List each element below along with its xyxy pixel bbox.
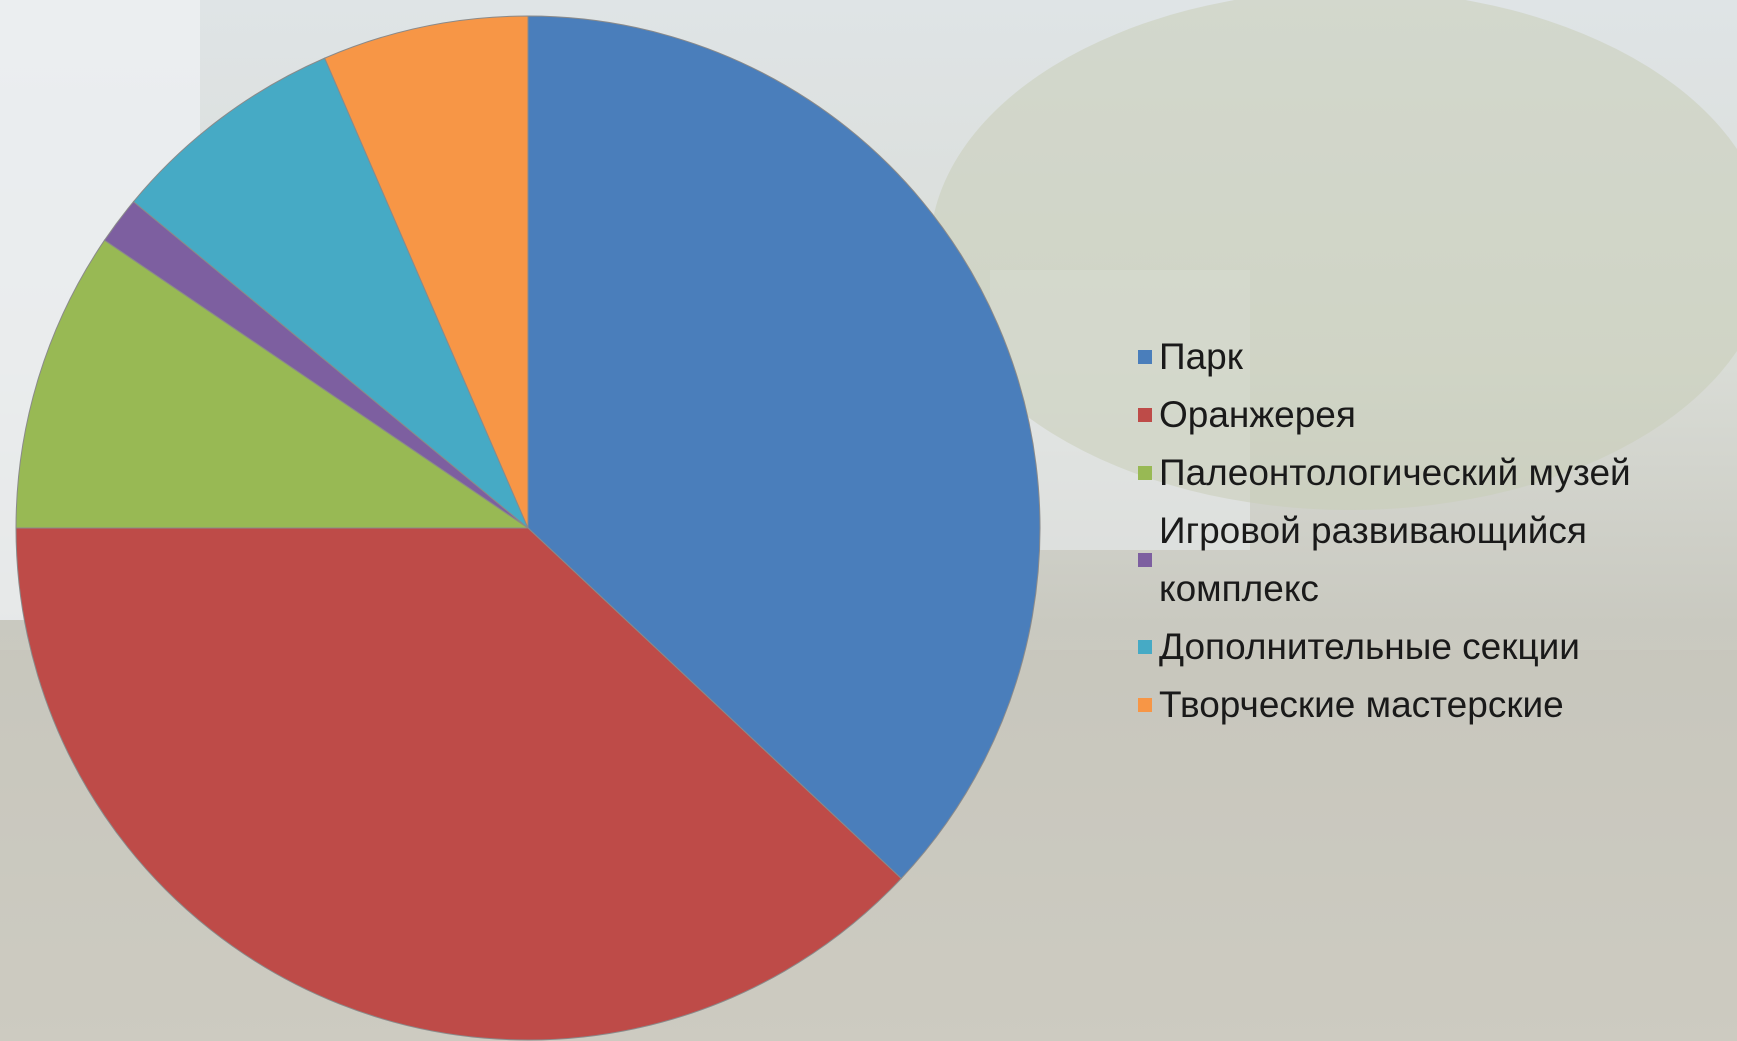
legend-item: Палеонтологический музей <box>1138 444 1733 502</box>
legend-item: Творческие мастерские <box>1138 676 1733 734</box>
legend-label: Палеонтологический музей <box>1159 452 1631 493</box>
pie-slice <box>15 527 902 1041</box>
legend-label: Игровой развивающийся комплекс <box>1159 510 1587 609</box>
legend-label: Парк <box>1159 336 1243 377</box>
pie-slice <box>324 15 529 529</box>
legend-item: Оранжерея <box>1138 386 1733 444</box>
legend-swatch <box>1138 466 1152 480</box>
pie-slice <box>527 15 1041 880</box>
legend-swatch <box>1138 553 1152 567</box>
legend-label: Дополнительные секции <box>1159 626 1580 667</box>
legend-item: Игровой развивающийся комплекс <box>1138 502 1733 618</box>
legend-label: Оранжерея <box>1159 394 1356 435</box>
legend-swatch <box>1138 408 1152 422</box>
legend-item: Дополнительные секции <box>1138 618 1733 676</box>
legend-label: Творческие мастерские <box>1159 684 1564 725</box>
legend-item: Парк <box>1138 328 1733 386</box>
pie-slice <box>132 57 529 529</box>
pie-chart <box>15 15 1041 1041</box>
legend-swatch <box>1138 640 1152 654</box>
pie-slice <box>15 239 530 529</box>
legend: Парк Оранжерея Палеонтологический музей Игр… <box>1138 328 1733 734</box>
legend-swatch <box>1138 698 1152 712</box>
legend-swatch <box>1138 350 1152 364</box>
